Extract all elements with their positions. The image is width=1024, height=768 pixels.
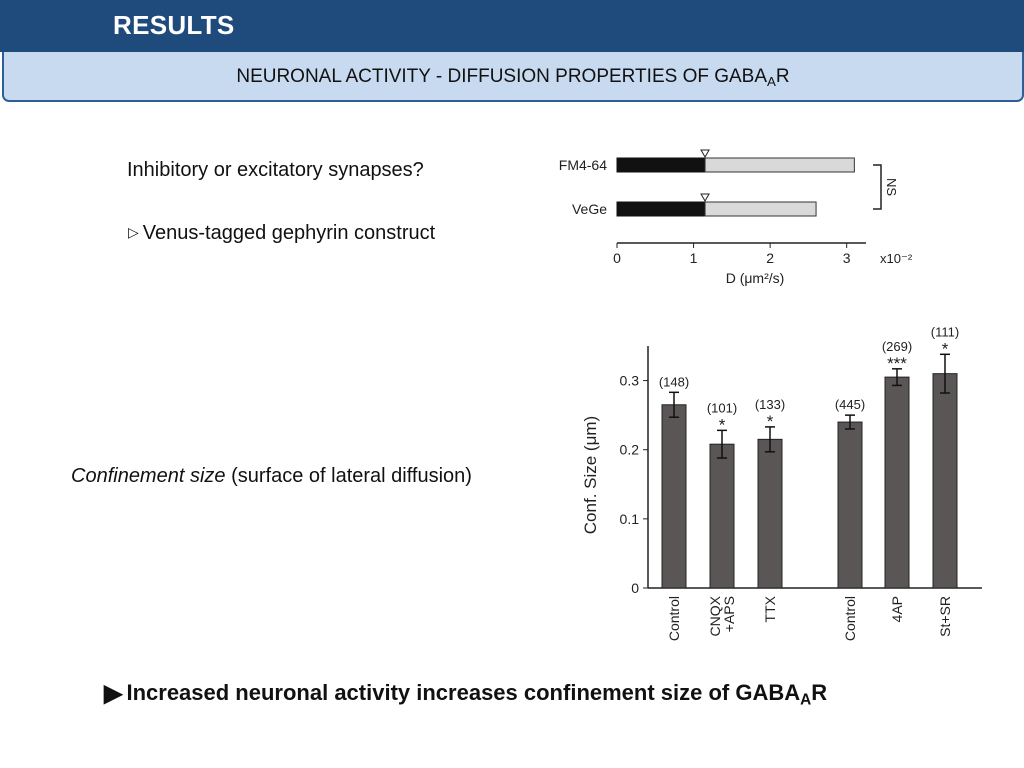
subtitle-bar: NEURONAL ACTIVITY - DIFFUSION PROPERTIES… [2,52,1024,102]
category-label-line: 4AP [889,596,905,622]
significance-stars: *** [887,354,907,373]
bar [837,421,863,589]
diffusion-chart: FM4-64 VeGe NS 0 1 2 3 x10⁻² D (μm²/s) [559,149,913,286]
bar [932,373,958,589]
hollow-triangle-icon: ▷ [128,224,139,240]
category-label-line: Control [842,596,858,641]
subtitle-subscript: A [767,73,776,89]
count-label: (111) [931,324,959,339]
bar-high-segment [704,201,817,217]
median-marker [700,149,710,159]
bullet-text: Venus-tagged gephyrin construct [142,222,436,244]
y-tick-label: 0.3 [620,373,640,389]
subtitle-main: NEURONAL ACTIVITY - DIFFUSION PROPERTIES… [236,66,768,87]
count-label: (269) [882,339,912,354]
x-tick-label: 0 [613,250,621,266]
category-label-line: St+SR [937,596,953,637]
count-label: (148) [659,374,689,389]
median-marker [700,193,710,203]
play-triangle-icon: ▶ [104,680,123,707]
significance-bracket [873,164,882,210]
x-scale-label: x10⁻² [880,251,913,266]
bar [884,376,910,589]
significance-label: NS [884,178,899,196]
confinement-line: Confinement size (surface of lateral dif… [71,465,472,488]
y-tick-label: 0.2 [620,442,640,458]
x-tick-label: 2 [766,250,774,266]
bar [709,443,735,589]
count-label: (133) [755,397,785,412]
slide-subtitle: NEURONAL ACTIVITY - DIFFUSION PROPERTIES… [4,66,1022,89]
x-axis-title: D (μm²/s) [726,270,785,286]
slide-title: RESULTS [113,10,235,40]
category-label-line: TTX [762,595,778,622]
category-label: Control [842,596,858,641]
x-tick-label: 3 [843,250,851,266]
subtitle-end: R [775,66,790,87]
bar-low-segment [616,201,706,217]
significance-stars: * [767,412,774,431]
category-label: Control [666,596,682,641]
conclusion-subscript: A [800,691,812,709]
bar [661,404,687,589]
category-label-line: +APS [721,596,737,632]
count-label: (101) [707,400,737,415]
category-label: 4AP [889,596,905,622]
bar-high-segment [704,157,855,173]
y-tick-label: 0.1 [620,511,640,527]
significance-stars: * [719,415,726,434]
confinement-italic: Confinement size [71,465,226,487]
category-label: St+SR [937,596,953,637]
category-label-line: CNQX [707,595,723,636]
y-axis-title: Conf. Size (μm) [581,416,600,534]
category-label-line: Control [666,596,682,641]
y-tick-label: 0 [631,580,639,596]
conclusion: ▶ Increased neuronal activity increases c… [104,678,827,710]
significance-stars: * [942,339,949,358]
bar [757,438,783,589]
bar-low-segment [616,157,706,173]
count-label: (445) [835,397,865,412]
conclusion-end: R [811,680,828,705]
conclusion-text: Increased neuronal activity increases co… [126,680,801,705]
confinement-rest: (surface of lateral diffusion) [225,465,472,487]
category-label: CNQX+APS [707,595,737,636]
x-tick-label: 1 [690,250,698,266]
category-label: FM4-64 [559,157,607,173]
question-text: Inhibitory or excitatory synapses? [127,159,424,181]
bullet-line: ▷ Venus-tagged gephyrin construct [128,222,435,245]
category-label: VeGe [572,201,607,217]
title-bar: RESULTS [0,0,1024,52]
category-label: TTX [762,595,778,622]
